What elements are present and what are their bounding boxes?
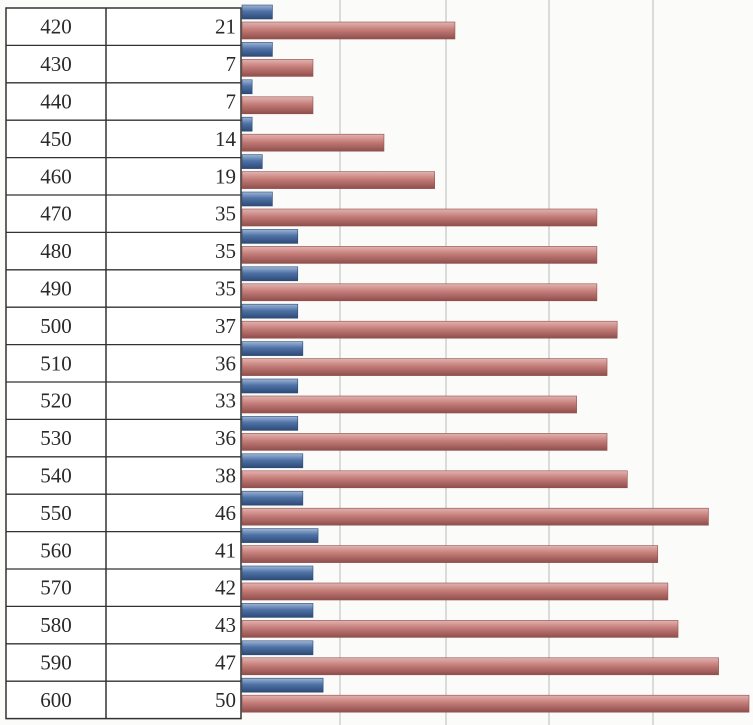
bar-blue — [241, 79, 253, 95]
value-label: 35 — [215, 239, 236, 263]
bar-red — [241, 320, 618, 339]
category-label: 440 — [40, 90, 72, 114]
value-label: 36 — [215, 426, 236, 450]
bar-blue — [241, 303, 299, 319]
bar-blue — [241, 266, 299, 282]
bar-red — [241, 171, 435, 189]
bar-blue — [241, 229, 299, 244]
value-label: 46 — [215, 501, 236, 525]
bar-red — [241, 59, 314, 77]
category-label: 580 — [40, 613, 72, 637]
bar-red — [241, 545, 659, 563]
bar-red — [241, 470, 628, 489]
category-label: 550 — [40, 501, 72, 525]
data-table: 420 21 430 7 440 7 450 14 460 19 470 35 480 35 490 35 50… — [5, 7, 242, 720]
bar-blue — [241, 416, 299, 431]
category-label: 530 — [40, 426, 72, 450]
value-label: 33 — [215, 389, 236, 413]
category-label: 450 — [40, 127, 72, 151]
category-label: 600 — [40, 688, 72, 712]
bar-red — [241, 694, 750, 713]
bar-blue — [241, 603, 314, 618]
bar-red — [241, 582, 669, 601]
category-label: 480 — [40, 239, 72, 263]
category-label: 460 — [40, 164, 72, 188]
bar-red — [241, 21, 456, 40]
value-label: 21 — [215, 15, 236, 39]
category-label: 470 — [40, 202, 72, 226]
bar-blue — [241, 154, 263, 169]
value-label: 41 — [215, 538, 236, 562]
category-label: 590 — [40, 651, 72, 675]
value-label: 7 — [226, 52, 237, 76]
value-label: 35 — [215, 202, 236, 226]
value-label: 37 — [215, 314, 236, 338]
value-label: 7 — [226, 90, 237, 114]
value-label: 38 — [215, 464, 236, 488]
bar-red — [241, 208, 598, 227]
bar-blue — [241, 191, 273, 207]
bar-blue — [241, 565, 314, 581]
bar-blue — [241, 42, 273, 57]
bar-red — [241, 657, 719, 676]
bar-red — [241, 246, 598, 264]
value-label: 14 — [215, 127, 237, 151]
category-label: 510 — [40, 351, 72, 375]
value-label: 19 — [215, 164, 236, 188]
value-label: 50 — [215, 688, 236, 712]
bar-red — [241, 283, 598, 302]
value-label: 43 — [215, 613, 236, 637]
bar-blue — [241, 490, 304, 506]
category-label: 540 — [40, 464, 72, 488]
value-label: 36 — [215, 351, 236, 375]
value-label: 35 — [215, 277, 236, 301]
bar-red — [241, 507, 709, 526]
value-label: 47 — [215, 651, 236, 675]
bar-red — [241, 133, 385, 152]
bars — [241, 4, 750, 713]
bar-blue — [241, 677, 324, 693]
category-label: 560 — [40, 538, 72, 562]
category-label: 520 — [40, 389, 72, 413]
bar-red — [241, 96, 314, 115]
bar-blue — [241, 341, 304, 356]
category-label: 420 — [40, 15, 72, 39]
bar-blue — [241, 528, 319, 543]
category-label: 490 — [40, 277, 72, 301]
bar-blue — [241, 453, 304, 469]
bar-red — [241, 395, 577, 414]
bar-red — [241, 433, 608, 451]
bar-red — [241, 620, 679, 638]
category-label: 570 — [40, 576, 72, 600]
bar-blue — [241, 640, 314, 656]
value-label: 42 — [215, 576, 236, 600]
bar-red — [241, 358, 608, 376]
bar-blue — [241, 116, 253, 132]
category-label: 500 — [40, 314, 72, 338]
table-border — [5, 7, 242, 720]
bar-blue — [241, 4, 273, 20]
bar-blue — [241, 378, 299, 394]
category-label: 430 — [40, 52, 72, 76]
